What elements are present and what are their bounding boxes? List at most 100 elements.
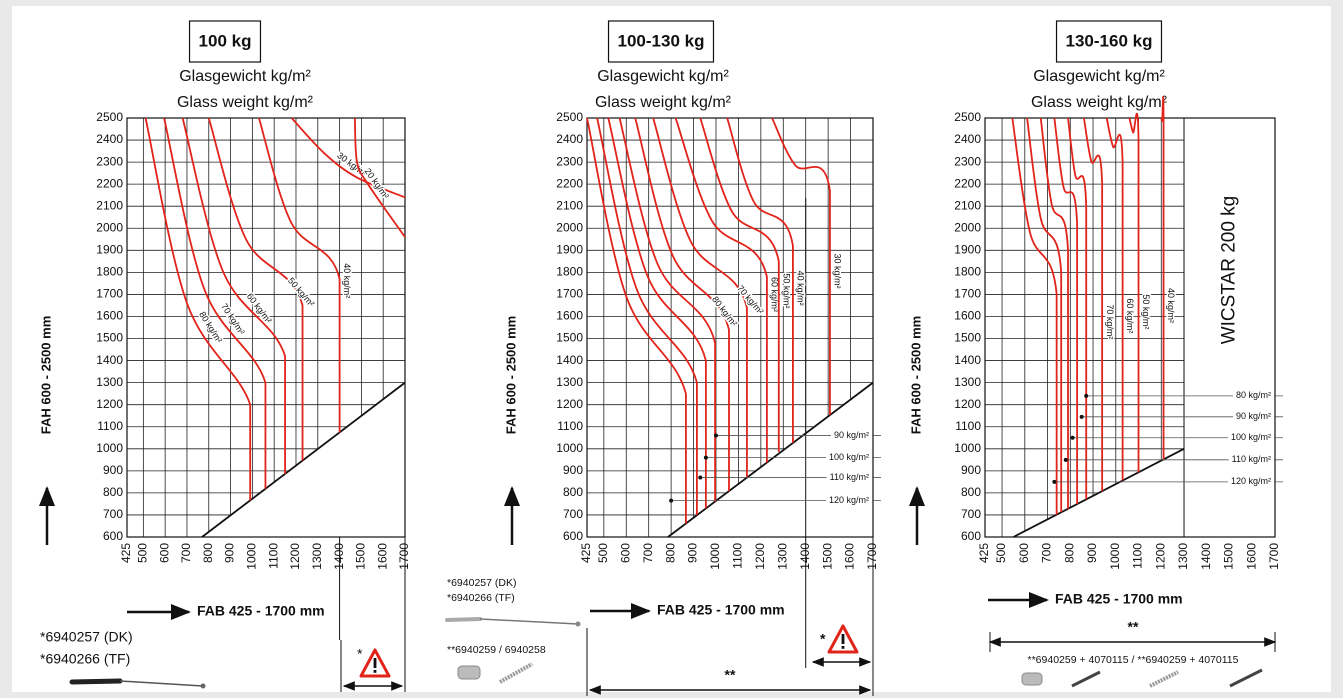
y-tick-label: 1900 (954, 242, 981, 256)
x-axis-label: FAB 425 - 1700 mm (1055, 591, 1183, 607)
chart: *6940257 (DK) *6940266 (TF) * *6940257 (… (0, 0, 1343, 698)
y-tick-label: 1200 (556, 397, 583, 411)
point-label: 110 kg/m² (830, 472, 869, 482)
y-tick-label: 1600 (954, 309, 981, 323)
footnote-mark: ** (725, 667, 736, 683)
y-tick-label: 1900 (556, 242, 583, 256)
part-label: **6940259 + 4070115 / **6940259 + 407011… (1028, 654, 1239, 666)
y-tick-label: 1700 (556, 287, 583, 301)
x-tick-label: 1200 (288, 543, 302, 570)
chart-title: 130-160 kg (1066, 31, 1153, 50)
y-tick-label: 1000 (556, 441, 583, 455)
y-tick-label: 2300 (954, 154, 981, 168)
point-label: 80 kg/m² (1236, 390, 1271, 400)
subtitle: Glass weight kg/m² (177, 94, 314, 111)
y-tick-label: 900 (961, 463, 981, 477)
part-label: **6940259 / 6940258 (447, 644, 546, 656)
y-tick-label: 1100 (97, 419, 123, 433)
x-tick-label: 1400 (798, 543, 812, 570)
y-tick-label: 2200 (556, 176, 583, 190)
subtitle: Glass weight kg/m² (595, 94, 732, 111)
y-tick-label: 1600 (556, 309, 583, 323)
series-label: 40 kg/m² (342, 263, 352, 298)
y-tick-label: 900 (103, 463, 123, 477)
subtitle: Glasgewicht kg/m² (1033, 68, 1165, 85)
point (1064, 458, 1068, 462)
y-tick-label: 1900 (96, 242, 123, 256)
y-tick-label: 2200 (96, 176, 123, 190)
footnote-mark: * (357, 646, 363, 662)
footnote-mark: * (820, 631, 826, 647)
y-tick-label: 700 (961, 507, 981, 521)
y-tick-label: 1200 (954, 397, 981, 411)
x-tick-label: 1600 (375, 543, 389, 570)
y-tick-label: 1800 (96, 265, 123, 279)
chart-title: 100 kg (199, 31, 252, 50)
part-label: *6940266 (TF) (447, 592, 515, 604)
point-label: 90 kg/m² (1236, 411, 1271, 421)
x-tick-label: 800 (1062, 543, 1076, 563)
y-tick-label: 1000 (954, 441, 981, 455)
x-tick-label: 1700 (1267, 543, 1281, 570)
y-axis-label: FAH 600 - 2500 mm (503, 316, 518, 435)
x-tick-label: 700 (641, 543, 655, 563)
point (704, 456, 708, 460)
series-label: 70 kg/m² (1105, 304, 1115, 339)
y-tick-label: 2500 (556, 110, 583, 124)
series-label: 60 kg/m² (1125, 298, 1135, 333)
point (714, 434, 718, 438)
x-tick-label: 425 (119, 543, 133, 563)
x-tick-label: 900 (686, 543, 700, 563)
x-tick-label: 1100 (731, 543, 745, 569)
x-tick-label: 425 (977, 543, 991, 563)
x-tick-label: 1500 (820, 543, 834, 570)
panel-label: WICSTAR 200 kg (1219, 196, 1240, 345)
y-tick-label: 2400 (954, 132, 981, 146)
y-tick-label: 1500 (954, 331, 981, 345)
x-tick-label: 1200 (753, 543, 767, 570)
y-tick-label: 1300 (556, 375, 583, 389)
y-tick-label: 700 (103, 507, 123, 521)
y-tick-label: 2300 (96, 154, 123, 168)
y-tick-label: 1100 (955, 419, 981, 433)
y-tick-label: 1200 (96, 397, 123, 411)
x-tick-label: 1100 (266, 543, 280, 569)
series-label: 40 kg/m² (796, 271, 806, 306)
y-axis-label: FAH 600 - 2500 mm (38, 316, 53, 435)
y-tick-label: 2400 (556, 132, 583, 146)
point-label: 120 kg/m² (1231, 476, 1271, 486)
y-tick-label: 1800 (954, 265, 981, 279)
series-label: 30 kg/m² (833, 254, 843, 289)
x-tick-label: 1200 (1153, 543, 1167, 570)
y-tick-label: 800 (961, 485, 981, 499)
point (1084, 394, 1088, 398)
x-tick-label: 1500 (354, 543, 368, 570)
x-tick-label: 600 (157, 543, 171, 563)
y-tick-label: 1000 (96, 441, 123, 455)
y-tick-label: 1100 (557, 419, 583, 433)
series-label: 50 kg/m² (1141, 294, 1151, 329)
y-tick-label: 1500 (96, 331, 123, 345)
point-label: 90 kg/m² (834, 430, 869, 440)
page: {"chart_data": [ {"type": "line", "title… (0, 0, 1343, 698)
x-tick-label: 1600 (1244, 543, 1258, 570)
point-label: 100 kg/m² (1231, 432, 1271, 442)
part-label: *6940257 (DK) (447, 577, 516, 589)
y-tick-label: 1400 (96, 353, 123, 367)
y-tick-label: 1800 (556, 265, 583, 279)
x-tick-label: 1400 (1199, 543, 1213, 570)
y-tick-label: 1400 (954, 353, 981, 367)
y-tick-label: 1600 (96, 309, 123, 323)
point (1071, 436, 1075, 440)
y-tick-label: 1300 (954, 375, 981, 389)
x-tick-label: 900 (1085, 543, 1099, 563)
subtitle: Glass weight kg/m² (1031, 94, 1168, 111)
x-tick-label: 1600 (843, 543, 857, 570)
y-tick-label: 2100 (556, 198, 583, 212)
y-tick-label: 2500 (96, 110, 123, 124)
series-label: 50 kg/m² (781, 273, 791, 308)
chart-title: 100-130 kg (618, 31, 705, 50)
x-tick-label: 1700 (397, 543, 411, 570)
y-tick-label: 600 (563, 529, 583, 543)
x-axis-label: FAB 425 - 1700 mm (657, 602, 785, 618)
